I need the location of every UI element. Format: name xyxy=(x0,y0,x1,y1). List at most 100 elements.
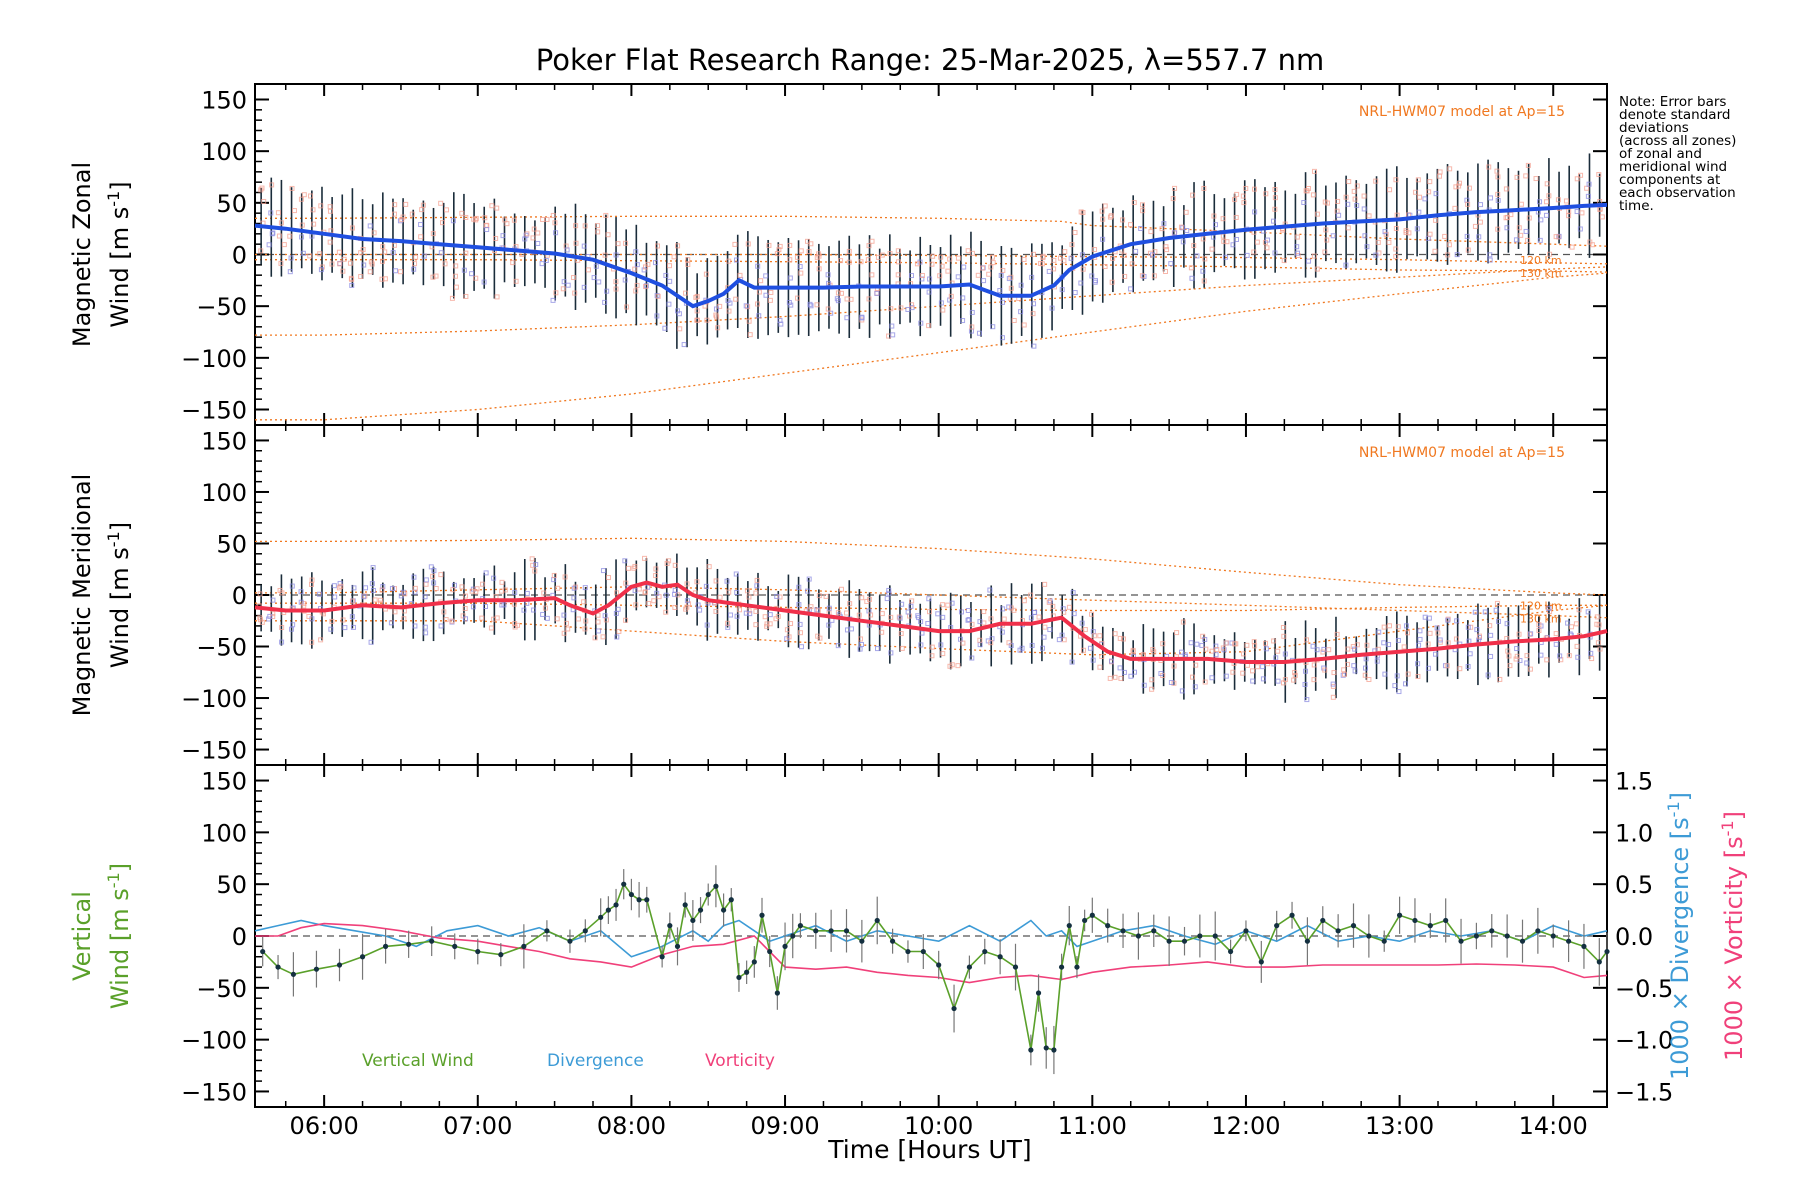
zone-point xyxy=(1042,581,1048,587)
zone-point xyxy=(1361,193,1367,199)
zone-point xyxy=(777,317,783,323)
x-tick-label: 07:00 xyxy=(443,1112,512,1140)
zone-point xyxy=(797,630,803,636)
zone-point xyxy=(400,589,406,595)
zone-point xyxy=(1100,236,1106,242)
zone-point xyxy=(423,630,429,636)
zone-point xyxy=(734,590,740,596)
zone-point xyxy=(379,258,385,264)
zone-point xyxy=(1275,678,1281,684)
zone-point xyxy=(1019,645,1025,651)
zone-point xyxy=(1546,193,1552,199)
y-tick-label: −100 xyxy=(181,1027,247,1055)
zone-point xyxy=(1172,230,1178,236)
zone-point xyxy=(591,275,597,281)
zone-point xyxy=(726,258,732,264)
vertical-wind-point xyxy=(1443,917,1449,924)
zone-point xyxy=(1346,179,1352,185)
zone-point xyxy=(1472,223,1478,229)
zone-point xyxy=(1060,606,1066,612)
zone-point xyxy=(745,241,751,247)
zone-point xyxy=(1393,246,1399,252)
zone-point xyxy=(655,293,661,299)
zone-point xyxy=(1507,663,1513,669)
zone-point xyxy=(1130,649,1136,655)
y-tick-label: 50 xyxy=(216,871,247,899)
zone-point xyxy=(1594,621,1600,627)
zone-point xyxy=(940,307,946,313)
zone-point xyxy=(521,607,527,613)
zone-point xyxy=(1168,261,1174,267)
vertical-wind-point xyxy=(744,969,750,975)
zone-point xyxy=(625,565,631,571)
vertical-wind-point xyxy=(1304,938,1311,944)
zone-point xyxy=(997,288,1003,294)
zone-point xyxy=(1427,231,1433,237)
x-tick-label: 13:00 xyxy=(1365,1112,1434,1140)
zone-point xyxy=(654,313,660,319)
zone-point xyxy=(866,296,872,302)
zone-point xyxy=(450,587,456,593)
zone-point xyxy=(351,585,357,591)
zone-point xyxy=(1476,633,1482,639)
zone-point xyxy=(865,257,871,263)
zone-point xyxy=(1203,646,1209,652)
zone-point xyxy=(482,604,488,610)
zone-point xyxy=(1211,213,1217,219)
zone-point xyxy=(725,620,731,626)
zone-point xyxy=(702,303,708,309)
zone-point xyxy=(1427,630,1433,636)
zone-point xyxy=(1366,677,1372,683)
zone-point xyxy=(947,256,953,262)
vertical-wind-point xyxy=(621,881,627,887)
y-tick-label: 150 xyxy=(201,87,247,115)
zone-point xyxy=(1363,656,1369,662)
zone-point xyxy=(1201,278,1207,284)
zone-point xyxy=(1324,237,1330,243)
zone-point xyxy=(1427,179,1433,185)
zone-point xyxy=(835,610,841,616)
zone-point xyxy=(287,233,293,239)
zone-point xyxy=(1488,653,1494,659)
zone-point xyxy=(1209,675,1215,681)
vertical-wind-point xyxy=(690,917,696,924)
zone-point xyxy=(886,590,892,596)
zone-point xyxy=(1425,641,1431,647)
zone-point xyxy=(787,242,793,248)
zone-point xyxy=(1456,183,1462,189)
zone-point xyxy=(1345,225,1351,231)
zone-point xyxy=(966,617,972,623)
zone-point xyxy=(438,250,444,256)
zone-point xyxy=(1373,178,1379,184)
zone-point xyxy=(642,555,648,561)
zone-point xyxy=(634,262,640,268)
vertical-wind-point xyxy=(1320,917,1326,924)
zone-point xyxy=(753,622,759,628)
zone-point xyxy=(1087,645,1093,651)
zone-point xyxy=(428,564,434,570)
zone-point xyxy=(787,275,793,281)
zone-point xyxy=(1040,645,1046,651)
zone-point xyxy=(929,261,935,267)
zone-point xyxy=(1314,647,1320,653)
zone-point xyxy=(846,259,852,265)
y2-tick-label: 1.5 xyxy=(1615,768,1653,796)
zone-point xyxy=(532,568,538,574)
zone-point xyxy=(895,248,901,254)
zone-point xyxy=(279,625,285,631)
zone-point xyxy=(1396,689,1402,695)
zone-point xyxy=(616,628,622,634)
zone-point xyxy=(646,601,652,607)
zone-point xyxy=(653,573,659,579)
panel-vertical: 150 100 50 0 −50 −100 −150 Vertical Wind [m s-1]… xyxy=(68,764,1748,1140)
zone-point xyxy=(1241,200,1247,206)
zone-point xyxy=(1395,637,1401,643)
zone-point xyxy=(553,290,559,296)
zone-point xyxy=(1272,187,1278,193)
zone-point xyxy=(976,330,982,336)
zone-point xyxy=(1579,210,1585,216)
zone-point xyxy=(1079,620,1085,626)
x-tick-label: 12:00 xyxy=(1211,1112,1280,1140)
zone-point xyxy=(1508,212,1514,218)
zone-point xyxy=(411,266,417,272)
